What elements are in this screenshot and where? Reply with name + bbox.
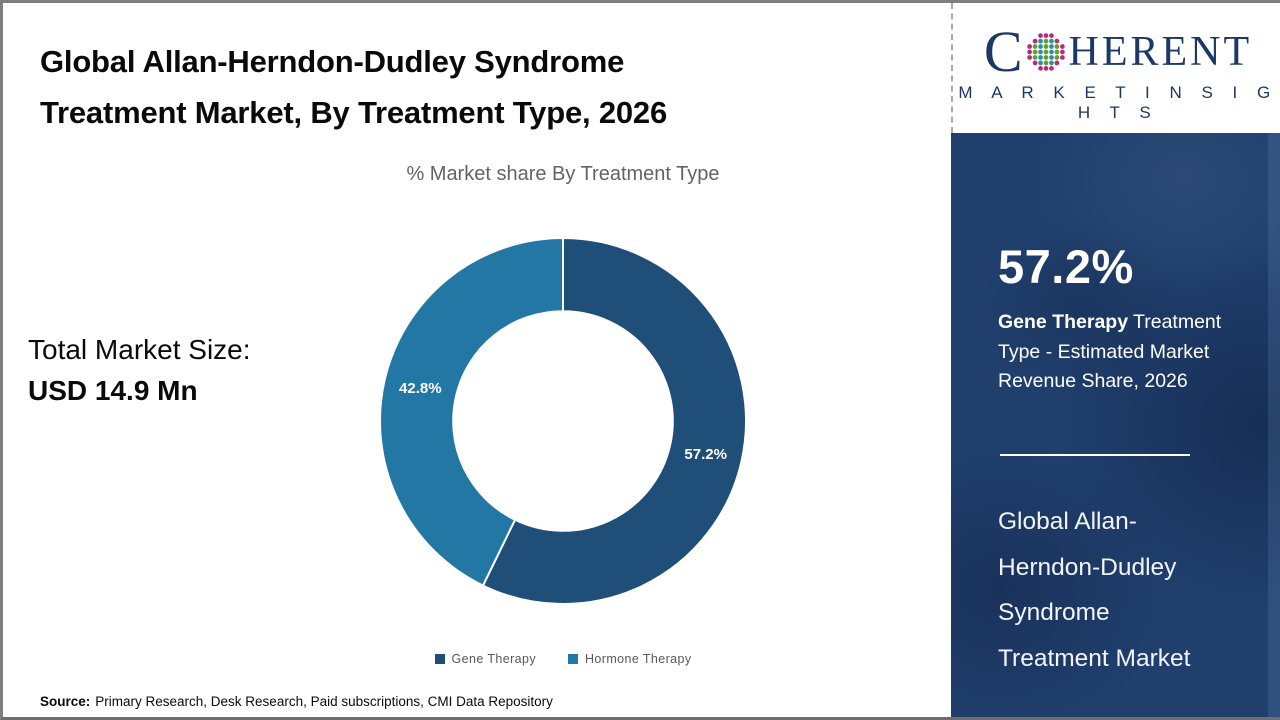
main-area: Global Allan-Herndon-Dudley Syndrome Tre… [3,3,951,717]
right-panel: C HERENT M A R K E T I N S I G H T S 57.… [951,3,1280,717]
total-market-value: USD 14.9 Mn [28,375,198,406]
donut-slice-gene-therapy [481,236,747,605]
source-text: Primary Research, Desk Research, Paid su… [95,694,553,709]
legend-label: Gene Therapy [451,652,536,666]
donut-data-label: 42.8% [399,380,442,397]
legend-swatch-icon [434,654,445,664]
chart-subtitle: % Market share By Treatment Type [406,163,720,185]
page-title: Global Allan-Herndon-Dudley Syndrome Tre… [40,44,667,130]
panel-divider [1000,454,1190,456]
legend-item-gene-therapy: Gene Therapy [434,652,536,666]
donut-slice-hormone-therapy [379,236,564,587]
logo-tagline: M A R K E T I N S I G H T S [958,83,1278,122]
logo-letter-c: C [983,19,1023,84]
stat-description: Gene Therapy Treatment Type - Estimated M… [998,308,1252,397]
coherent-logo: C HERENT M A R K E T I N S I G H T S [951,3,1280,133]
total-market-block: Total Market Size: USD 14.9 Mn [28,329,251,411]
legend-item-hormone-therapy: Hormone Therapy [567,652,692,666]
donut-data-label: 57.2% [684,446,727,463]
coherent-logo-sphere-icon [1026,33,1065,71]
logo-wordmark: C HERENT [953,23,1280,81]
stat-segment-name: Gene Therapy [998,311,1129,333]
chart-legend: Gene Therapy Hormone Therapy [303,652,823,666]
stat-description-rest: Treatment Type - Estimated Market Revenu… [998,311,1222,392]
panel-market-name: Global Allan- Herndon-Dudley Syndrome Tr… [998,508,1191,672]
donut-chart: 57.2% 42.8% [378,236,748,606]
source-label: Source: [40,694,91,709]
total-market-label: Total Market Size: [28,334,251,365]
legend-label: Hormone Therapy [584,652,692,666]
stat-value: 57.2% [998,240,1134,293]
panel-edge-strip [1268,133,1280,717]
logo-letters-herent: HERENT [1068,29,1253,75]
donut-chart-svg: 57.2% 42.8% [379,236,747,605]
source-line: Source: Primary Research, Desk Research, … [40,694,553,709]
legend-swatch-icon [567,654,578,664]
highlight-panel: 57.2% Gene Therapy Treatment Type - Estim… [951,133,1280,717]
